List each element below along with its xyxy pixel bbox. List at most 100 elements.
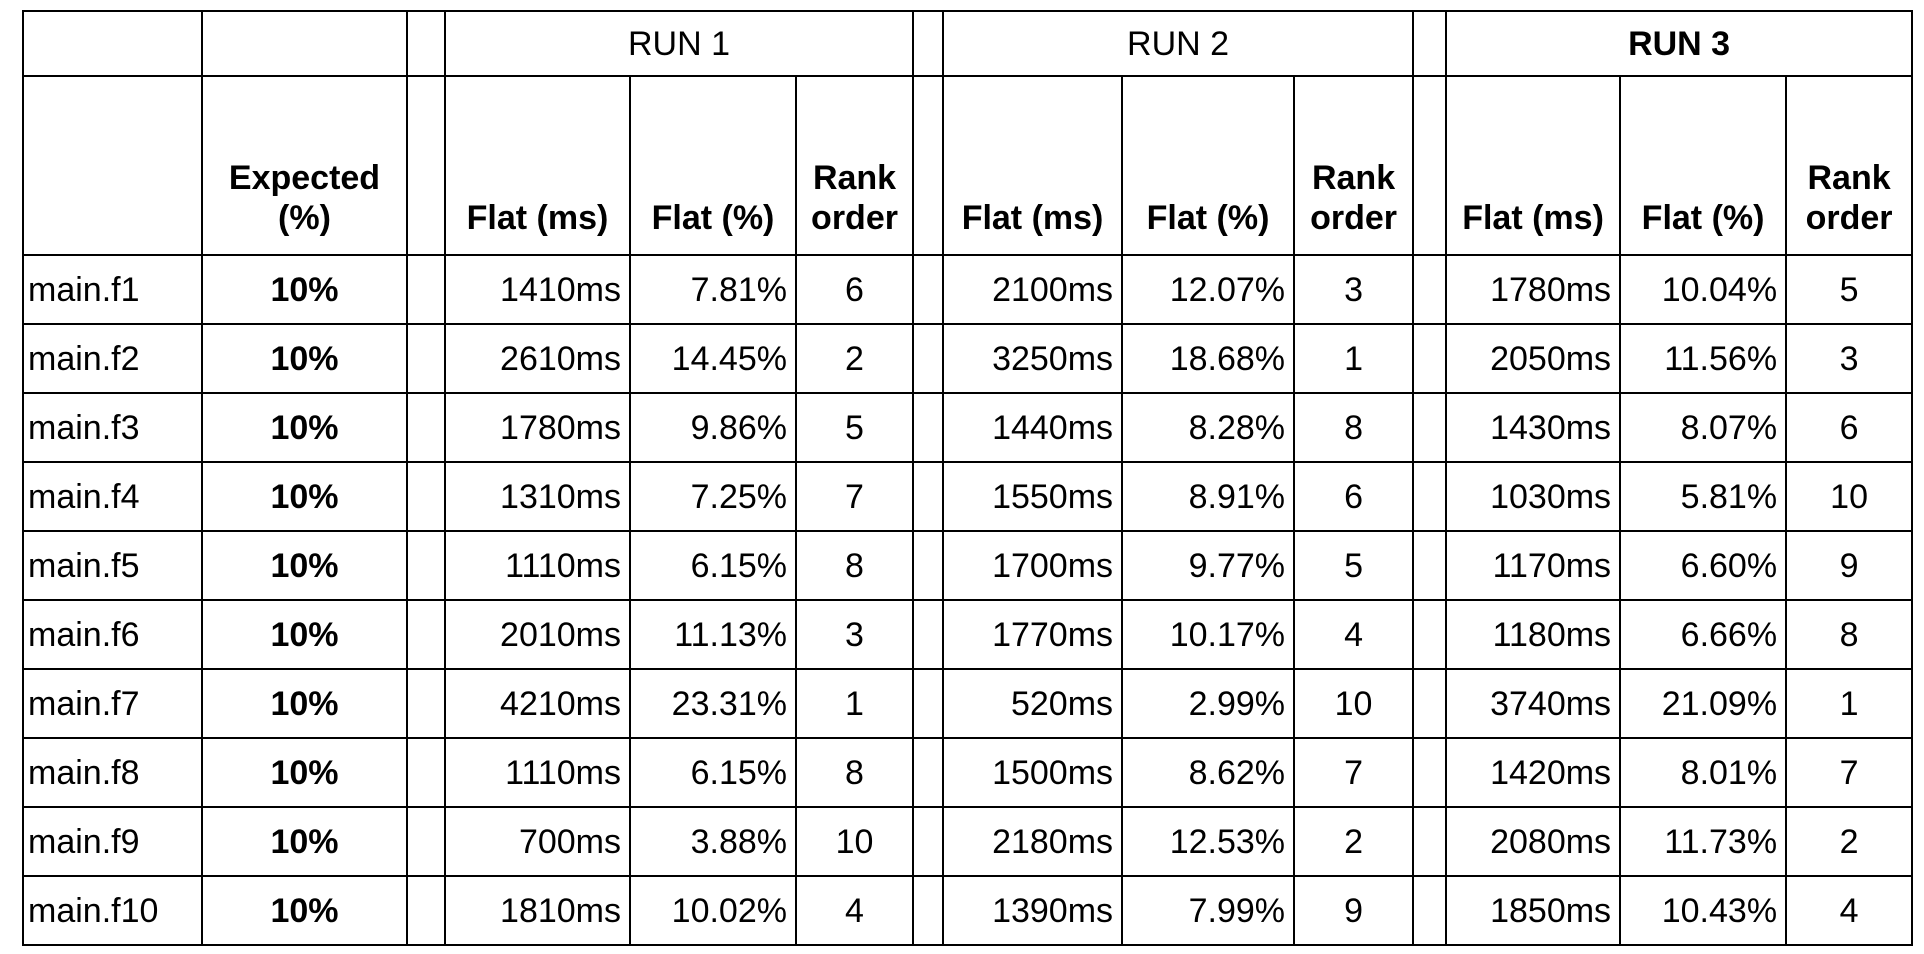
table-body: RUN 1 RUN 2 RUN 3 Expected (%) Flat (ms)… — [22, 10, 1914, 946]
flat-ms-cell: 1780ms — [1445, 254, 1622, 325]
spacer-cell — [406, 323, 446, 394]
spacer-cell — [406, 254, 446, 325]
rank-order-cell: 9 — [1293, 875, 1415, 946]
rank-order-cell: 3 — [1293, 254, 1415, 325]
rank-order-cell: 1 — [794, 668, 915, 739]
table-row: main.f3 10% 1780ms 9.86% 5 1440ms 8.28% 8 1430ms… — [22, 392, 1914, 463]
rank-order-cell: 10 — [1785, 461, 1914, 532]
run-1-flat-pct-header: Flat (%) — [629, 75, 797, 256]
flat-ms-cell: 1390ms — [942, 875, 1124, 946]
rank-order-cell: 1 — [1785, 668, 1914, 739]
rank-order-cell: 8 — [794, 737, 915, 808]
table-row: main.f5 10% 1110ms 6.15% 8 1700ms 9.77% 5 1170ms… — [22, 530, 1914, 601]
function-name-cell: main.f10 — [22, 875, 203, 946]
table-row: main.f10 10% 1810ms 10.02% 4 1390ms 7.99% 9 1850… — [22, 875, 1914, 946]
run-2-flat-ms-header: Flat (ms) — [942, 75, 1124, 256]
flat-ms-cell: 1810ms — [444, 875, 631, 946]
expected-cell: 10% — [201, 875, 408, 946]
flat-ms-cell: 1110ms — [444, 530, 631, 601]
flat-pct-cell: 7.25% — [629, 461, 797, 532]
flat-pct-cell: 7.99% — [1121, 875, 1296, 946]
empty-header-cell — [201, 10, 408, 77]
spacer-cell — [912, 737, 945, 808]
rank-order-cell: 8 — [1785, 599, 1914, 670]
flat-ms-cell: 1430ms — [1445, 392, 1622, 463]
rank-order-cell: 10 — [1293, 668, 1415, 739]
table-row: main.f7 10% 4210ms 23.31% 1 520ms 2.99% 10 3740m… — [22, 668, 1914, 739]
run-3-rank-header: Rank order — [1785, 75, 1914, 256]
flat-ms-cell: 1310ms — [444, 461, 631, 532]
flat-ms-cell: 1030ms — [1445, 461, 1622, 532]
spacer-cell — [912, 599, 945, 670]
flat-pct-cell: 8.91% — [1121, 461, 1296, 532]
spacer-cell — [406, 668, 446, 739]
rank-order-cell: 8 — [794, 530, 915, 601]
expected-cell: 10% — [201, 737, 408, 808]
flat-pct-cell: 9.86% — [629, 392, 797, 463]
flat-ms-cell: 2610ms — [444, 323, 631, 394]
flat-ms-cell: 1180ms — [1445, 599, 1622, 670]
flat-pct-cell: 10.02% — [629, 875, 797, 946]
expected-cell: 10% — [201, 668, 408, 739]
flat-ms-cell: 1410ms — [444, 254, 631, 325]
flat-ms-cell: 2080ms — [1445, 806, 1622, 877]
rank-order-cell: 2 — [794, 323, 915, 394]
spacer-cell — [1412, 806, 1448, 877]
flat-pct-cell: 14.45% — [629, 323, 797, 394]
flat-pct-cell: 6.15% — [629, 530, 797, 601]
spacer-cell — [406, 737, 446, 808]
flat-pct-cell: 3.88% — [629, 806, 797, 877]
rank-order-cell: 5 — [1785, 254, 1914, 325]
spacer-cell — [406, 875, 446, 946]
expected-cell: 10% — [201, 254, 408, 325]
function-name-cell: main.f5 — [22, 530, 203, 601]
spacer-cell — [912, 10, 945, 77]
flat-ms-cell: 1700ms — [942, 530, 1124, 601]
profile-results-table: RUN 1 RUN 2 RUN 3 Expected (%) Flat (ms)… — [22, 10, 1914, 946]
flat-ms-cell: 1170ms — [1445, 530, 1622, 601]
flat-ms-cell: 4210ms — [444, 668, 631, 739]
flat-pct-cell: 18.68% — [1121, 323, 1296, 394]
flat-ms-cell: 2010ms — [444, 599, 631, 670]
flat-pct-cell: 8.01% — [1619, 737, 1788, 808]
spacer-cell — [406, 599, 446, 670]
flat-ms-cell: 700ms — [444, 806, 631, 877]
run-1-rank-header: Rank order — [794, 75, 915, 256]
function-name-cell: main.f3 — [22, 392, 203, 463]
spacer-cell — [1412, 323, 1448, 394]
rank-order-cell: 9 — [1785, 530, 1914, 601]
table-row: main.f9 10% 700ms 3.88% 10 2180ms 12.53% 2 2080m… — [22, 806, 1914, 877]
flat-pct-cell: 8.28% — [1121, 392, 1296, 463]
expected-cell: 10% — [201, 806, 408, 877]
flat-pct-cell: 12.53% — [1121, 806, 1296, 877]
spacer-cell — [406, 10, 446, 77]
spacer-cell — [1412, 668, 1448, 739]
spacer-cell — [912, 392, 945, 463]
spacer-cell — [912, 806, 945, 877]
rank-order-cell: 8 — [1293, 392, 1415, 463]
expected-cell: 10% — [201, 323, 408, 394]
flat-pct-cell: 21.09% — [1619, 668, 1788, 739]
flat-ms-cell: 1110ms — [444, 737, 631, 808]
flat-ms-cell: 1420ms — [1445, 737, 1622, 808]
rank-order-cell: 6 — [1785, 392, 1914, 463]
spacer-cell — [1412, 461, 1448, 532]
rank-order-cell: 6 — [1293, 461, 1415, 532]
spacer-cell — [912, 75, 945, 256]
flat-pct-cell: 6.60% — [1619, 530, 1788, 601]
function-name-cell: main.f6 — [22, 599, 203, 670]
flat-ms-cell: 3250ms — [942, 323, 1124, 394]
flat-ms-cell: 1500ms — [942, 737, 1124, 808]
spacer-cell — [1412, 254, 1448, 325]
expected-cell: 10% — [201, 599, 408, 670]
run-3-flat-pct-header: Flat (%) — [1619, 75, 1788, 256]
rank-order-cell: 4 — [794, 875, 915, 946]
spacer-cell — [1412, 392, 1448, 463]
spacer-cell — [1412, 599, 1448, 670]
run-2-flat-pct-header: Flat (%) — [1121, 75, 1296, 256]
empty-header-cell — [22, 75, 203, 256]
rank-order-cell: 2 — [1785, 806, 1914, 877]
flat-pct-cell: 8.07% — [1619, 392, 1788, 463]
flat-pct-cell: 2.99% — [1121, 668, 1296, 739]
table-row: main.f6 10% 2010ms 11.13% 3 1770ms 10.17% 4 1180… — [22, 599, 1914, 670]
